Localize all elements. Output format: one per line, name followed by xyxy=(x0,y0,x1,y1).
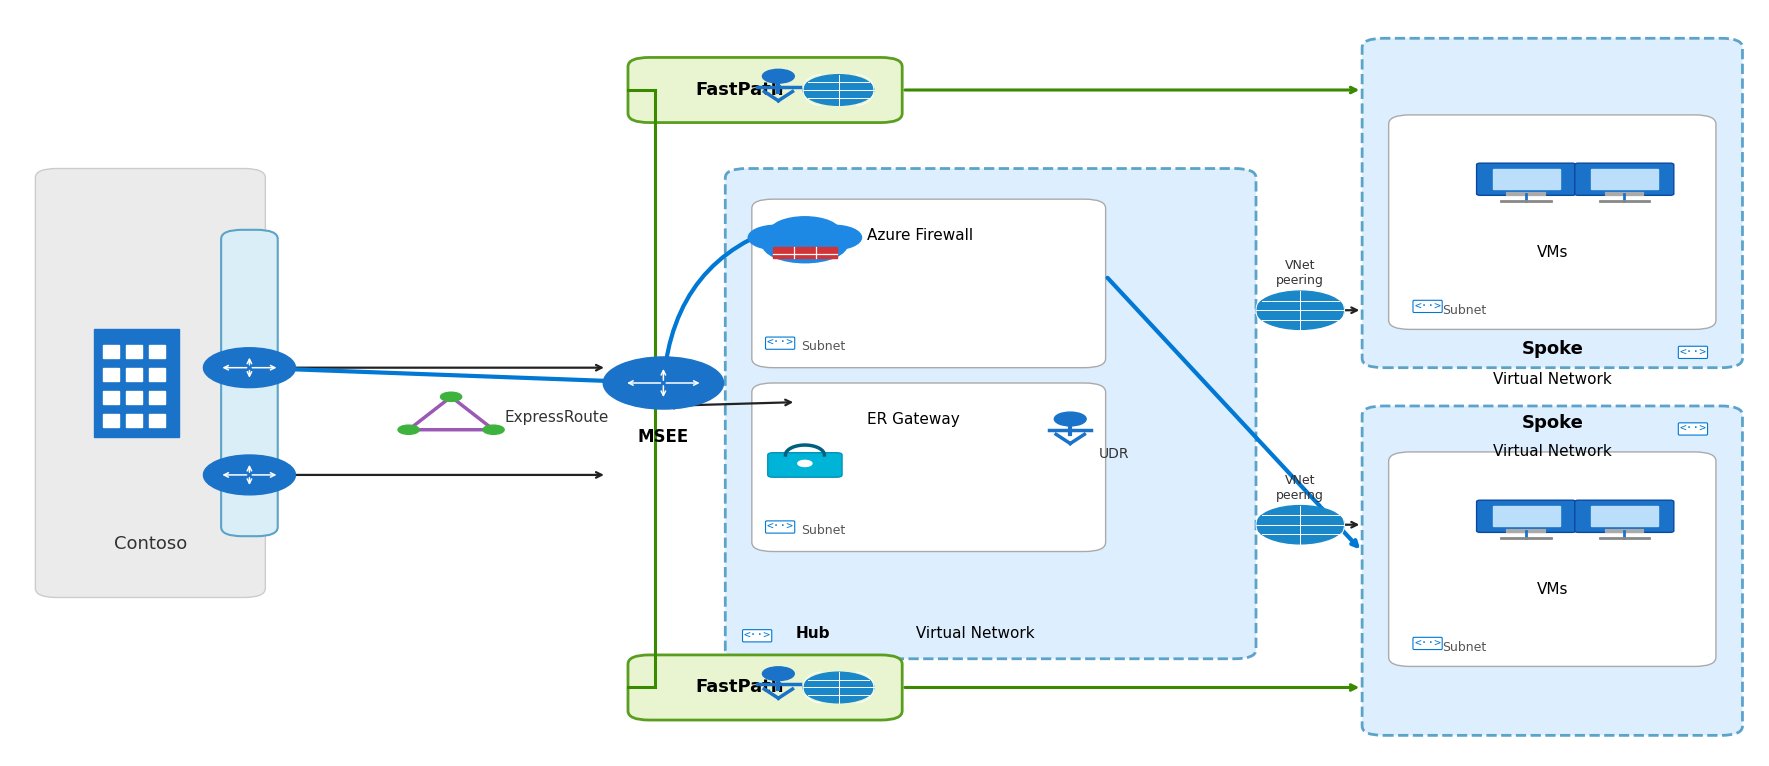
Bar xyxy=(126,391,142,404)
Bar xyxy=(103,414,119,427)
Text: <··>: <··> xyxy=(1679,424,1707,434)
Text: VNet
peering: VNet peering xyxy=(1275,474,1325,502)
Text: <··>: <··> xyxy=(1413,301,1442,312)
Circle shape xyxy=(803,75,874,106)
FancyBboxPatch shape xyxy=(1362,406,1742,735)
FancyBboxPatch shape xyxy=(628,57,902,123)
Text: Azure Firewall: Azure Firewall xyxy=(867,228,973,244)
Circle shape xyxy=(762,70,794,83)
Text: Contoso: Contoso xyxy=(113,535,188,553)
Bar xyxy=(149,368,165,381)
Bar xyxy=(149,345,165,358)
Circle shape xyxy=(803,673,874,703)
Text: VMs: VMs xyxy=(1537,245,1567,260)
Text: <··>: <··> xyxy=(1413,638,1442,649)
Text: MSEE: MSEE xyxy=(639,427,688,446)
Bar xyxy=(149,414,165,427)
FancyBboxPatch shape xyxy=(221,230,278,536)
Text: Spoke: Spoke xyxy=(1521,339,1583,358)
FancyBboxPatch shape xyxy=(1389,452,1716,666)
Bar xyxy=(126,345,142,358)
FancyBboxPatch shape xyxy=(1574,500,1673,532)
FancyBboxPatch shape xyxy=(1477,500,1576,532)
Bar xyxy=(149,391,165,404)
Text: Subnet: Subnet xyxy=(1442,641,1486,653)
Bar xyxy=(1493,169,1560,189)
Circle shape xyxy=(1054,412,1086,426)
Text: Virtual Network: Virtual Network xyxy=(911,626,1035,641)
FancyBboxPatch shape xyxy=(1477,163,1576,195)
FancyBboxPatch shape xyxy=(725,169,1256,659)
FancyBboxPatch shape xyxy=(1389,115,1716,329)
Bar xyxy=(126,368,142,381)
Circle shape xyxy=(762,666,794,681)
Text: Hub: Hub xyxy=(796,626,831,641)
Text: Subnet: Subnet xyxy=(801,524,846,536)
FancyBboxPatch shape xyxy=(628,655,902,720)
Bar xyxy=(94,329,179,437)
Text: Virtual Network: Virtual Network xyxy=(1493,444,1612,460)
Bar xyxy=(103,391,119,404)
Text: VMs: VMs xyxy=(1537,582,1567,597)
Bar xyxy=(1493,506,1560,526)
Text: ExpressRoute: ExpressRoute xyxy=(504,410,609,425)
Circle shape xyxy=(1256,291,1344,329)
Circle shape xyxy=(1256,506,1344,544)
FancyBboxPatch shape xyxy=(768,453,842,477)
FancyBboxPatch shape xyxy=(1362,38,1742,368)
Text: FastPath: FastPath xyxy=(695,81,784,99)
Circle shape xyxy=(483,425,504,434)
Circle shape xyxy=(748,225,805,250)
Text: FastPath: FastPath xyxy=(695,679,784,696)
FancyBboxPatch shape xyxy=(1574,163,1673,195)
Bar xyxy=(1590,506,1658,526)
FancyBboxPatch shape xyxy=(35,169,265,597)
Text: <··>: <··> xyxy=(743,630,771,641)
Circle shape xyxy=(762,226,847,263)
Text: <··>: <··> xyxy=(1679,347,1707,358)
Text: Subnet: Subnet xyxy=(1442,304,1486,316)
Circle shape xyxy=(203,455,295,495)
Text: ER Gateway: ER Gateway xyxy=(867,412,959,427)
Circle shape xyxy=(603,357,724,409)
Circle shape xyxy=(203,348,295,388)
FancyBboxPatch shape xyxy=(752,383,1106,552)
Bar xyxy=(1590,169,1658,189)
Circle shape xyxy=(770,217,840,247)
Circle shape xyxy=(440,392,462,401)
Circle shape xyxy=(798,460,812,466)
Circle shape xyxy=(805,225,862,250)
Bar xyxy=(773,247,837,258)
Bar xyxy=(126,414,142,427)
Circle shape xyxy=(398,425,419,434)
Text: VNet
peering: VNet peering xyxy=(1275,260,1325,287)
Text: <··>: <··> xyxy=(766,522,794,532)
FancyBboxPatch shape xyxy=(752,199,1106,368)
Bar xyxy=(103,368,119,381)
Text: Subnet: Subnet xyxy=(801,340,846,352)
Text: <··>: <··> xyxy=(766,338,794,349)
Text: Spoke: Spoke xyxy=(1521,414,1583,432)
Text: Virtual Network: Virtual Network xyxy=(1493,372,1612,388)
Bar xyxy=(103,345,119,358)
Text: UDR: UDR xyxy=(1099,447,1129,461)
